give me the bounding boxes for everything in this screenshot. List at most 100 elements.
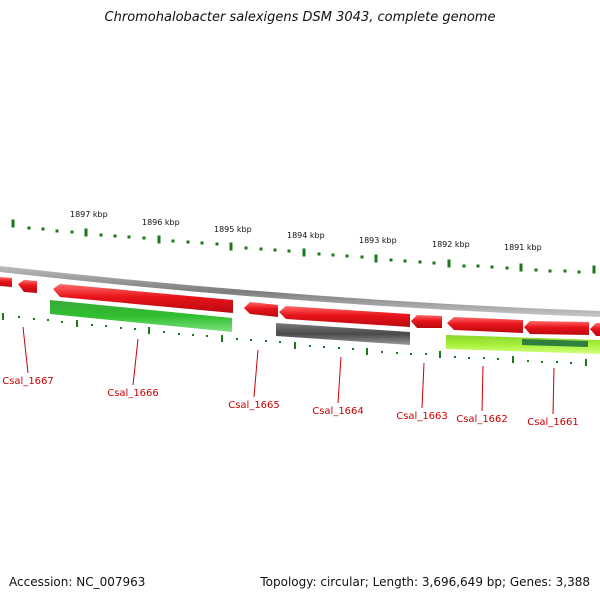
tick-minor (454, 356, 456, 358)
gene-arrow[interactable] (0, 277, 12, 287)
tick-major (374, 254, 378, 263)
tick-minor (206, 335, 208, 337)
kbp-label: 1892 kbp (432, 240, 470, 249)
tick-minor (563, 269, 567, 273)
tick-minor (70, 230, 74, 234)
leader-line (421, 362, 425, 409)
tick-minor (381, 351, 383, 353)
tick-minor (389, 258, 393, 262)
accession-text: Accession: NC_007963 (9, 575, 146, 589)
label-leaders (22, 326, 555, 415)
tick-minor (33, 318, 35, 320)
feature-bars (50, 300, 600, 354)
tick-minor (127, 235, 131, 239)
kbp-label: 1894 kbp (287, 231, 325, 240)
tick-minor (570, 362, 572, 364)
tick-major (84, 228, 88, 237)
tick-minor (99, 233, 103, 237)
tick-minor (61, 321, 63, 323)
gene-label[interactable]: Csal_1666 (107, 388, 159, 399)
tick-minor (47, 319, 49, 321)
tick-minor (171, 239, 175, 243)
gene-label[interactable]: Csal_1664 (312, 406, 364, 417)
kbp-label: 1896 kbp (142, 218, 180, 227)
tick-major (76, 320, 78, 327)
tick-minor (142, 236, 146, 240)
leader-line (22, 326, 29, 374)
tick-minor (41, 227, 45, 231)
tick-minor (425, 353, 427, 355)
tick-minor (250, 339, 252, 341)
tick-major (148, 327, 150, 334)
gene-arrow[interactable] (244, 302, 278, 317)
tick-minor (273, 248, 277, 252)
leader-line (132, 338, 139, 386)
tick-major (302, 248, 306, 257)
tick-major (585, 359, 587, 366)
gene-arrow[interactable] (447, 317, 523, 333)
gene-label[interactable]: Csal_1661 (527, 417, 579, 428)
tick-minor (403, 259, 407, 263)
tick-minor (192, 334, 194, 336)
tick-minor (317, 252, 321, 256)
tick-minor (27, 226, 31, 230)
kbp-label: 1893 kbp (359, 236, 397, 245)
tick-minor (105, 325, 107, 327)
tick-minor (331, 253, 335, 257)
tick-major (439, 351, 441, 358)
gene-arrow[interactable] (279, 306, 410, 327)
tick-minor (577, 270, 581, 274)
tick-minor (534, 268, 538, 272)
tick-minor (309, 345, 311, 347)
tick-minor (418, 260, 422, 264)
tick-minor (345, 254, 349, 258)
leader-line (337, 356, 342, 404)
tick-major (512, 356, 514, 363)
gene-label[interactable]: Csal_1667 (2, 376, 54, 387)
genome-summary-text: Topology: circular; Length: 3,696,649 bp… (260, 575, 590, 589)
tick-major (294, 342, 296, 349)
upper-ruler (11, 219, 596, 274)
feature-bar-green[interactable] (50, 300, 232, 332)
gene-arrow[interactable] (524, 321, 589, 335)
tick-minor (200, 241, 204, 245)
kbp-label: 1895 kbp (214, 225, 252, 234)
tick-minor (505, 266, 509, 270)
tick-major (366, 348, 368, 355)
tick-major (229, 242, 233, 251)
tick-minor (468, 357, 470, 359)
feature-bar-darkgreen[interactable] (522, 339, 588, 347)
gene-arrow[interactable] (411, 315, 442, 328)
kbp-label: 1897 kbp (70, 210, 108, 219)
tick-minor (120, 327, 122, 329)
tick-minor (55, 229, 59, 233)
gene-arrow[interactable] (53, 284, 233, 313)
gene-arrow[interactable] (590, 323, 600, 336)
tick-minor (215, 242, 219, 246)
leader-line (481, 365, 484, 412)
tick-minor (91, 324, 93, 326)
kbp-label: 1891 kbp (504, 243, 542, 252)
tick-minor (360, 255, 364, 259)
tick-minor (279, 341, 281, 343)
tick-minor (548, 269, 552, 273)
gene-label[interactable]: Csal_1665 (228, 400, 280, 411)
gene-label[interactable]: Csal_1662 (456, 414, 508, 425)
tick-minor (410, 353, 412, 355)
leader-line (552, 367, 555, 415)
tick-minor (287, 249, 291, 253)
tick-major (157, 235, 161, 244)
tick-minor (323, 346, 325, 348)
tick-minor (259, 247, 263, 251)
forward-genes (0, 277, 600, 336)
tick-minor (541, 361, 543, 363)
tick-minor (483, 357, 485, 359)
tick-major (221, 335, 223, 342)
gene-label[interactable]: Csal_1663 (396, 411, 448, 422)
feature-bar-gray[interactable] (276, 323, 410, 345)
genome-backbone (0, 266, 600, 317)
tick-major (11, 219, 15, 228)
tick-minor (352, 348, 354, 350)
gene-arrow[interactable] (18, 280, 37, 293)
